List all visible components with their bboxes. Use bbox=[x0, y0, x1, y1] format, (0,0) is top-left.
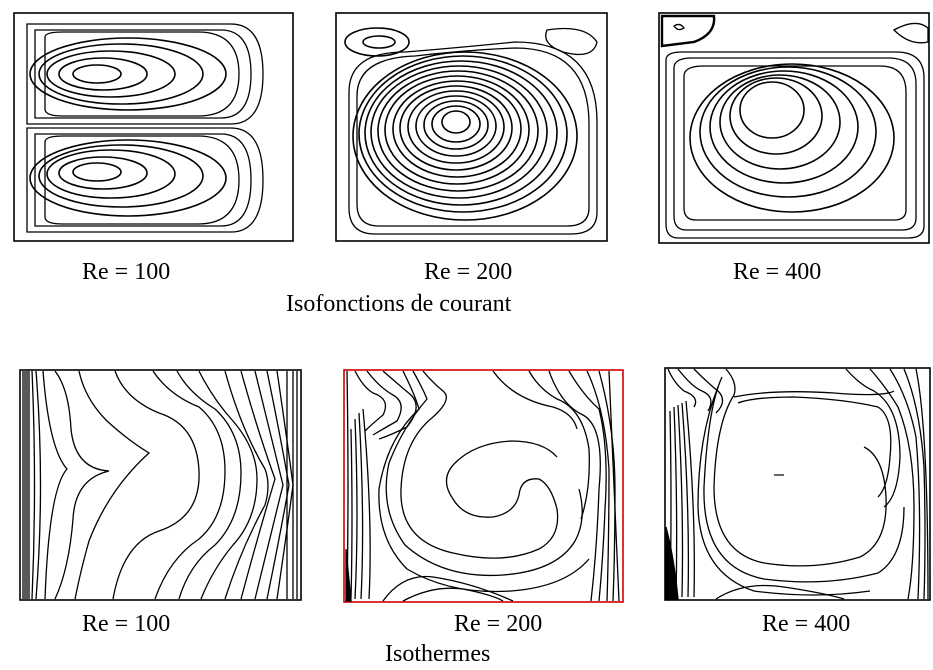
streamline-plot-re400 bbox=[658, 12, 930, 244]
isotherm-plot-re100 bbox=[19, 369, 302, 601]
isotherm-contours-re200 bbox=[343, 369, 624, 603]
streamline-contours-re400 bbox=[658, 12, 930, 244]
isotherm-caption-re100: Re = 100 bbox=[82, 611, 171, 637]
isotherm-plot-re400 bbox=[664, 367, 931, 601]
streamline-caption-re100: Re = 100 bbox=[82, 259, 171, 285]
isotherm-contours-re100 bbox=[19, 369, 302, 601]
streamline-contours-re100 bbox=[13, 12, 294, 242]
isotherm-section-title: Isothermes bbox=[385, 641, 491, 667]
streamline-contours-re200 bbox=[335, 12, 608, 242]
streamline-plot-re100 bbox=[13, 12, 294, 242]
isotherm-caption-re200: Re = 200 bbox=[454, 611, 543, 637]
streamline-caption-re200: Re = 200 bbox=[424, 259, 513, 285]
streamline-caption-re400: Re = 400 bbox=[733, 259, 822, 285]
isotherm-plot-re200 bbox=[343, 369, 624, 603]
isotherm-contours-re400 bbox=[664, 367, 931, 601]
streamline-plot-re200 bbox=[335, 12, 608, 242]
streamline-section-title: Isofonctions de courant bbox=[286, 291, 512, 317]
isotherm-caption-re400: Re = 400 bbox=[762, 611, 851, 637]
